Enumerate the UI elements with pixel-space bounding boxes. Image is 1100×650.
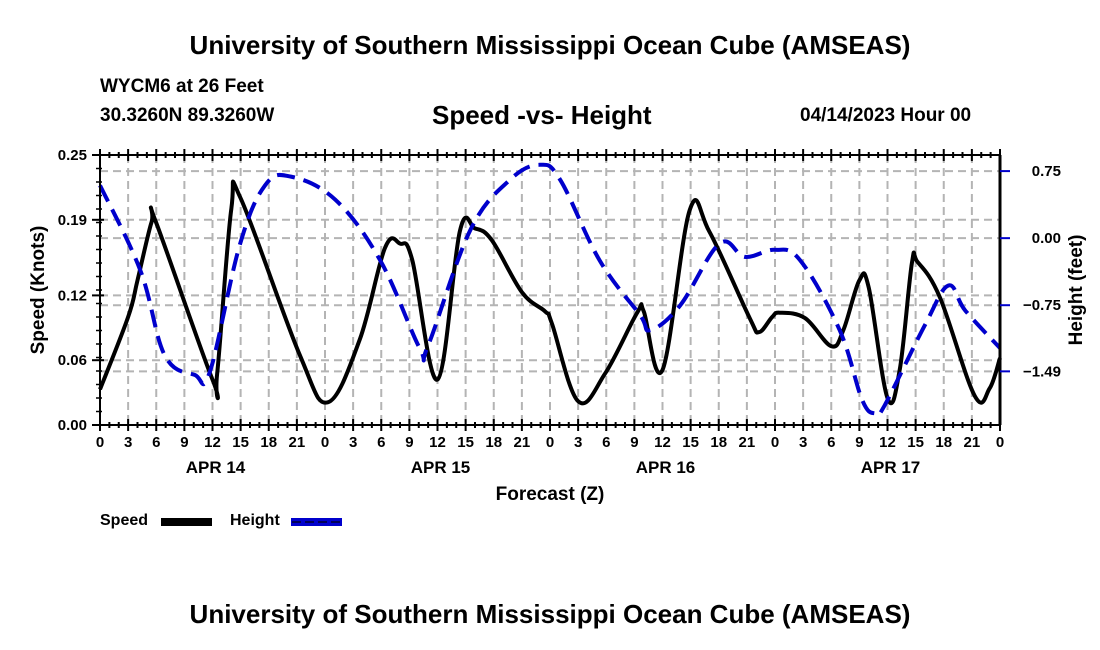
x-tick-label: 21	[964, 434, 981, 451]
x-tick-label: 0	[321, 434, 329, 451]
x-tick-label: 15	[457, 434, 474, 451]
y2-tick-label: 0.75	[1032, 163, 1061, 180]
y-tick-label: 0.12	[58, 287, 87, 304]
x-tick-label: 0	[996, 434, 1004, 451]
bottom-title: University of Southern Mississippi Ocean…	[189, 599, 911, 629]
x-tick-label: 6	[152, 434, 160, 451]
legend-swatch-speed	[161, 518, 212, 526]
y-tick-label: 0.00	[58, 417, 87, 434]
day-label: APR 17	[861, 458, 921, 477]
station-label: WYCM6 at 26 Feet	[100, 76, 264, 97]
forecast-datetime: 04/14/2023 Hour 00	[800, 105, 972, 126]
x-tick-label: 3	[799, 434, 807, 451]
x-tick-label: 18	[935, 434, 952, 451]
x-tick-label: 0	[771, 434, 779, 451]
y-tick-label: 0.06	[58, 352, 87, 369]
x-tick-label: 0	[546, 434, 554, 451]
series-height-line	[98, 162, 1002, 418]
y-tick-label: 0.19	[58, 212, 87, 229]
series-speed-line	[98, 179, 1002, 406]
x-tick-label: 12	[204, 434, 221, 451]
x-tick-label: 9	[630, 434, 638, 451]
y2-tick-label: −0.75	[1023, 297, 1061, 314]
x-tick-label: 9	[405, 434, 413, 451]
x-tick-label: 18	[485, 434, 502, 451]
x-tick-label: 6	[827, 434, 835, 451]
x-tick-label: 3	[574, 434, 582, 451]
y-tick-label: 0.25	[58, 147, 87, 164]
legend-label-speed: Speed	[100, 512, 148, 529]
x-tick-label: 18	[710, 434, 727, 451]
x-tick-label: 6	[377, 434, 385, 451]
series-layer	[98, 162, 1002, 418]
x-tick-label: 21	[514, 434, 531, 451]
x-tick-label: 21	[289, 434, 306, 451]
x-tick-label: 0	[96, 434, 104, 451]
day-label: APR 16	[636, 458, 696, 477]
x-tick-label: 21	[739, 434, 756, 451]
day-label: APR 15	[411, 458, 471, 477]
legend-label-height: Height	[230, 512, 280, 529]
main-title: University of Southern Mississippi Ocean…	[189, 30, 911, 60]
x-tick-label: 12	[879, 434, 896, 451]
y2-tick-label: −1.49	[1023, 363, 1061, 380]
x-tick-label: 9	[180, 434, 188, 451]
x-tick-label: 6	[602, 434, 610, 451]
legend: Speed Height	[100, 512, 342, 529]
day-label: APR 14	[186, 458, 246, 477]
legend-swatch-height	[291, 518, 342, 526]
chart-subtitle: Speed -vs- Height	[432, 100, 652, 130]
x-tick-label: 9	[855, 434, 863, 451]
x-tick-label: 3	[349, 434, 357, 451]
coordinates-label: 30.3260N 89.3260W	[100, 105, 275, 126]
x-tick-label: 15	[682, 434, 699, 451]
axes	[92, 149, 1010, 431]
x-axis-title: Forecast (Z)	[496, 484, 605, 505]
y2-axis-title: Height (feet)	[1066, 235, 1087, 346]
x-tick-label: 12	[654, 434, 671, 451]
x-tick-label: 15	[907, 434, 924, 451]
axis-labels: 0 3 6 9 12 15 18 21 0 3 6 9 12 15 18 21 0 3 6 9 12 15 18 21 0 3 6 9…	[28, 147, 1087, 505]
x-tick-label: 12	[429, 434, 446, 451]
x-tick-label: 18	[260, 434, 277, 451]
x-tick-label: 3	[124, 434, 132, 451]
x-tick-label: 15	[232, 434, 249, 451]
grid	[100, 155, 1000, 425]
y2-tick-label: 0.00	[1032, 230, 1061, 247]
y-axis-title: Speed (Knots)	[28, 226, 49, 355]
